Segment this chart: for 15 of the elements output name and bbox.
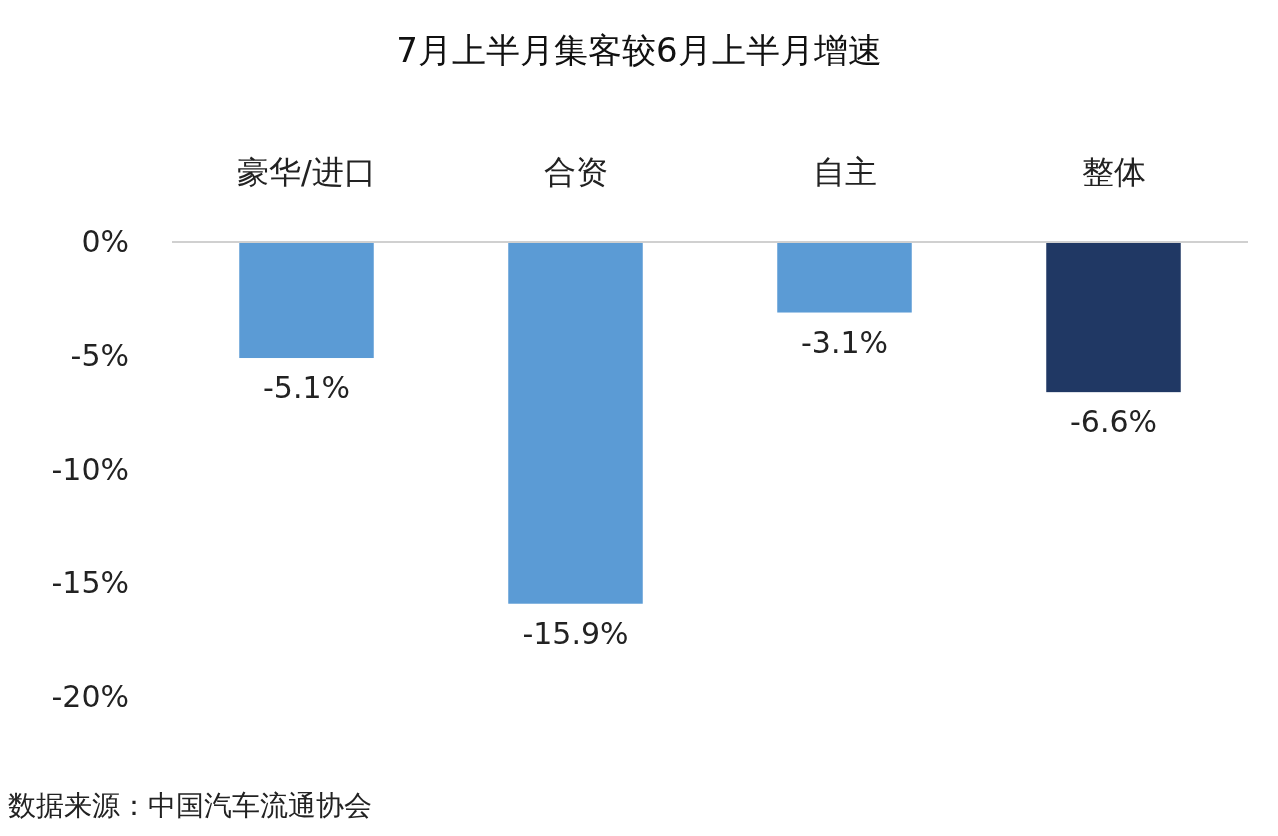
x-tick-label: 合资	[543, 153, 608, 191]
data-label: -6.6%	[1069, 404, 1158, 440]
data-label: -5.1%	[262, 370, 351, 406]
x-tick-label: 自主	[812, 153, 877, 191]
y-tick-label: -5%	[70, 337, 129, 373]
chart-title: 7月上半月集客较6月上半月增速	[396, 30, 882, 70]
y-tick-label: 0%	[81, 224, 129, 260]
y-tick-label: -20%	[51, 679, 129, 715]
source-note: 数据来源：中国汽车流通协会	[8, 789, 372, 822]
y-tick-label: -15%	[51, 565, 129, 601]
x-tick-label: 整体	[1081, 153, 1146, 191]
data-label: -15.9%	[522, 615, 629, 651]
x-tick-label: 豪华/进口	[237, 153, 376, 191]
data-label: -3.1%	[800, 324, 889, 360]
y-tick-label: -10%	[51, 451, 129, 487]
